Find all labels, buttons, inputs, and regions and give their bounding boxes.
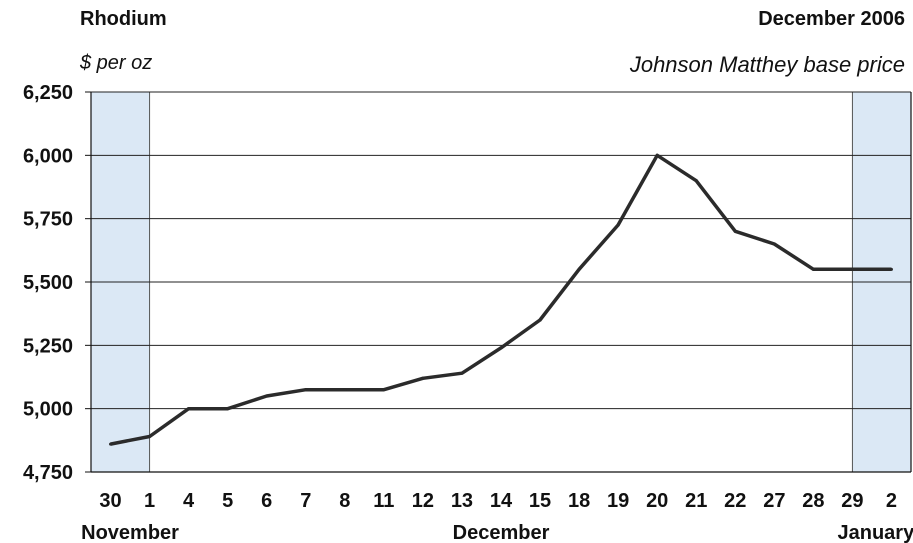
data-point: [811, 267, 815, 271]
x-tick-label: 19: [607, 490, 629, 512]
x-tick-label: 11: [373, 490, 394, 512]
chart-date: December 2006: [758, 8, 905, 30]
x-tick-label: 7: [300, 490, 311, 512]
data-point: [265, 394, 269, 398]
month-label: December: [453, 522, 550, 543]
data-point: [889, 267, 893, 271]
data-point: [226, 407, 230, 411]
data-point: [850, 267, 854, 271]
x-tick-label: 28: [802, 490, 824, 512]
y-tick-label: 6,000: [23, 145, 73, 167]
x-tick-label: 30: [99, 490, 121, 512]
y-tick-label: 5,250: [23, 335, 73, 357]
x-tick-label: 5: [222, 490, 233, 512]
x-tick-label: 4: [183, 490, 195, 512]
data-point: [421, 376, 425, 380]
month-label: January: [837, 522, 913, 543]
x-tick-label: 21: [685, 490, 707, 512]
data-point: [187, 407, 191, 411]
data-point: [499, 346, 503, 350]
data-point: [694, 179, 698, 183]
y-axis-units: $ per oz: [80, 52, 153, 74]
y-tick-label: 4,750: [23, 462, 73, 484]
data-point: [538, 318, 542, 322]
x-tick-label: 2: [886, 490, 897, 512]
x-tick-label: 20: [646, 490, 668, 512]
x-tick-label: 14: [490, 490, 513, 512]
month-label: November: [81, 522, 179, 543]
series-line: [110, 153, 892, 446]
data-point: [382, 388, 386, 392]
data-point: [655, 153, 659, 157]
x-tick-label: 1: [144, 490, 155, 512]
x-tick-label: 22: [724, 490, 746, 512]
y-tick-label: 5,500: [23, 272, 73, 294]
data-point: [772, 242, 776, 246]
x-tick-label: 27: [763, 490, 785, 512]
x-tick-label: 13: [451, 490, 473, 512]
data-point: [148, 435, 152, 439]
data-point: [733, 229, 737, 233]
y-tick-label: 5,750: [23, 209, 73, 231]
data-point: [343, 388, 347, 392]
data-point: [109, 442, 113, 446]
x-tick-label: 29: [841, 490, 863, 512]
data-point: [577, 267, 581, 271]
x-tick-label: 6: [261, 490, 272, 512]
data-point: [460, 371, 464, 375]
chart-title: Rhodium: [80, 8, 167, 30]
chart-source: Johnson Matthey base price: [629, 52, 905, 77]
x-tick-label: 18: [568, 490, 590, 512]
x-tick-label: 8: [339, 490, 350, 512]
data-point: [616, 223, 620, 227]
y-tick-label: 6,250: [23, 82, 73, 104]
y-tick-label: 5,000: [23, 399, 73, 421]
x-tick-label: 12: [412, 490, 434, 512]
data-point: [304, 388, 308, 392]
x-tick-label: 15: [529, 490, 551, 512]
